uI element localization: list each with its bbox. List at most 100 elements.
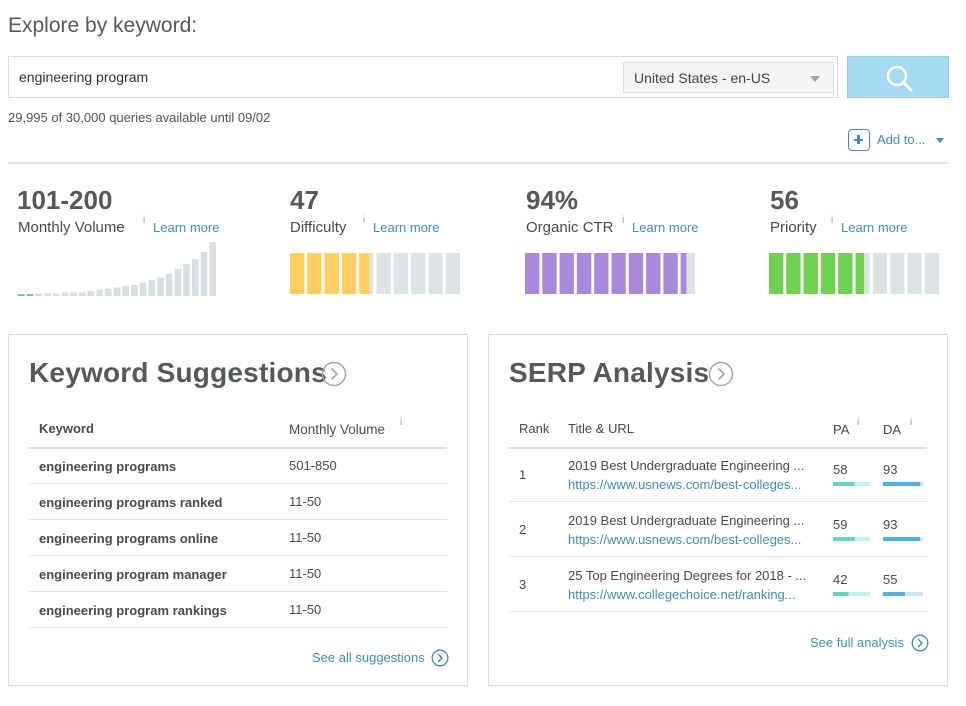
da-info-icon[interactable]: i [910, 417, 913, 428]
volume-history-bar [139, 282, 147, 296]
keyword-cell[interactable]: engineering program rankings [39, 603, 227, 618]
score-segment-fill [611, 253, 626, 294]
volume-history-bar [61, 292, 69, 296]
score-segment-fill [576, 253, 592, 294]
volume-history-bar [78, 292, 86, 296]
monthly-volume-column-info-icon[interactable]: i [400, 417, 403, 428]
volume-history-bar [70, 292, 77, 296]
score-segment-fill [359, 253, 370, 294]
result-url-link[interactable]: https://www.usnews.com/best-colleges... [568, 477, 802, 492]
row-divider [29, 591, 447, 592]
chevron-right-circle-icon[interactable] [321, 361, 347, 387]
column-header-keyword: Keyword [39, 421, 94, 436]
da-bar-fill [883, 592, 905, 596]
organic-ctr-learn-more-link[interactable]: Learn more [632, 220, 699, 235]
table-header-divider [509, 447, 927, 449]
chevron-right-circle-icon[interactable] [431, 649, 449, 667]
da-value: 93 [883, 462, 898, 477]
priority-learn-more-link[interactable]: Learn more [841, 220, 908, 235]
keyword-search-input[interactable] [9, 57, 609, 97]
pa-info-icon[interactable]: i [857, 417, 860, 428]
volume-history-bar [122, 286, 130, 296]
volume-history-bar [209, 242, 216, 296]
score-segment-fill [341, 253, 357, 294]
result-url-link[interactable]: https://www.usnews.com/best-colleges... [568, 532, 802, 547]
caret-down-icon [936, 138, 944, 143]
score-segment-track [445, 253, 460, 294]
keyword-suggestions-title: Keyword Suggestions [29, 357, 327, 388]
pa-bar [833, 537, 870, 541]
rank-cell: 1 [519, 467, 527, 482]
score-segment-fill [559, 253, 574, 294]
chevron-right-circle-icon[interactable] [911, 634, 929, 652]
pa-bar [833, 592, 870, 596]
see-all-suggestions-link[interactable]: See all suggestions [312, 650, 425, 665]
score-segment-fill [769, 253, 784, 294]
pa-bar [833, 482, 870, 486]
pa-bar-fill [833, 482, 855, 486]
score-segment-fill [855, 253, 865, 294]
score-segment-track [890, 253, 905, 294]
monthly-volume-learn-more-link[interactable]: Learn more [153, 220, 220, 235]
volume-history-bar [200, 251, 208, 296]
da-bar [883, 537, 923, 541]
chevron-down-icon [810, 76, 820, 82]
monthly-volume-value: 101-200 [17, 185, 113, 215]
header-divider [8, 162, 948, 164]
organic-ctr-value: 94% [526, 185, 579, 215]
volume-history-bar [191, 259, 199, 296]
da-value: 93 [883, 517, 898, 532]
keyword-cell[interactable]: engineering programs online [39, 531, 219, 546]
volume-history-bar [131, 284, 138, 296]
score-segment-track [924, 253, 939, 294]
score-segment-track [907, 253, 922, 294]
organic-ctr-score-bar [525, 253, 695, 294]
search-icon [886, 65, 913, 92]
table-header-divider [29, 447, 447, 449]
keyword-cell[interactable]: engineering programs [39, 459, 177, 474]
pa-value: 59 [833, 517, 848, 532]
search-button[interactable] [847, 56, 949, 98]
volume-history-bar [44, 293, 51, 296]
score-segment-fill [290, 253, 305, 294]
priority-label: Priority [770, 219, 817, 236]
da-bar-fill [883, 482, 921, 486]
column-header-pa: PA [833, 422, 850, 437]
score-segment-fill [542, 253, 557, 294]
chevron-right-circle-icon[interactable] [708, 361, 734, 387]
score-segment-fill [525, 253, 540, 294]
result-title: 25 Top Engineering Degrees for 2018 - ..… [568, 568, 807, 583]
volume-history-bar [148, 280, 156, 296]
score-segment-fill [786, 253, 801, 294]
difficulty-info-icon[interactable]: i [363, 215, 366, 226]
score-segment-fill [324, 253, 339, 294]
column-header-title-url: Title & URL [568, 421, 634, 436]
difficulty-learn-more-link[interactable]: Learn more [373, 220, 440, 235]
row-divider [29, 627, 447, 628]
score-segment-fill [820, 253, 836, 294]
da-value: 55 [883, 572, 898, 587]
priority-info-icon[interactable]: i [831, 215, 834, 226]
page-title: Explore by keyword: [8, 14, 198, 37]
da-bar [883, 592, 923, 596]
volume-history-bar [18, 294, 25, 296]
volume-history-bar [157, 277, 164, 296]
column-header-monthly-volume: Monthly Volume [289, 422, 386, 437]
row-divider [29, 555, 447, 556]
pa-value: 58 [833, 462, 848, 477]
locale-select[interactable]: United States - en-US [623, 62, 834, 93]
volume-history-bar [87, 291, 95, 296]
result-url-link[interactable]: https://www.collegechoice.net/ranking... [568, 587, 796, 602]
score-segment-track [411, 253, 426, 294]
volume-history-bar [174, 269, 182, 296]
keyword-cell[interactable]: engineering programs ranked [39, 495, 223, 510]
result-title: 2019 Best Undergraduate Engineering ... [568, 513, 805, 528]
keyword-cell[interactable]: engineering program manager [39, 567, 227, 582]
rank-cell: 2 [519, 522, 527, 537]
volume-cell: 11-50 [289, 530, 322, 545]
volume-cell: 11-50 [289, 494, 322, 509]
organic-ctr-info-icon[interactable]: i [622, 215, 625, 226]
score-segment-track [428, 253, 443, 294]
monthly-volume-info-icon[interactable]: i [143, 215, 146, 226]
see-full-analysis-link[interactable]: See full analysis [810, 635, 904, 650]
